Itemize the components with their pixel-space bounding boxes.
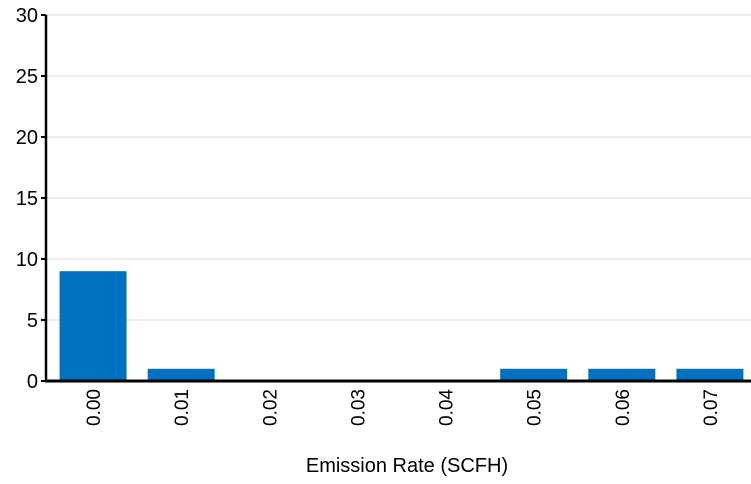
x-tick-label: 0.05 bbox=[525, 389, 546, 426]
y-tick-label: 0 bbox=[27, 371, 38, 393]
bars bbox=[59, 271, 744, 381]
y-tick-label: 15 bbox=[16, 188, 38, 210]
y-tick-label: 10 bbox=[16, 249, 38, 271]
axes bbox=[41, 14, 751, 383]
gridlines bbox=[46, 14, 751, 321]
y-tick-label: 30 bbox=[16, 5, 38, 27]
bar bbox=[588, 368, 656, 381]
x-tick-label: 0.01 bbox=[172, 389, 193, 426]
x-tick-label: 0.03 bbox=[348, 389, 369, 426]
x-tick-label: 0.02 bbox=[260, 389, 281, 426]
x-axis-title: Emission Rate (SCFH) bbox=[306, 455, 508, 477]
x-tick-label: 0.07 bbox=[701, 389, 722, 426]
x-tick-labels: 0.00 0.01 0.02 0.03 0.04 0.05 0.06 0.07 bbox=[84, 389, 722, 426]
y-tick-labels: 0 5 10 15 20 25 30 bbox=[16, 5, 38, 393]
y-tick-label: 20 bbox=[16, 127, 38, 149]
bar bbox=[500, 368, 568, 381]
x-tick-label: 0.04 bbox=[437, 389, 458, 426]
bar bbox=[147, 368, 215, 381]
y-tick-label: 25 bbox=[16, 66, 38, 88]
bar bbox=[59, 271, 127, 381]
x-tick-label: 0.00 bbox=[84, 389, 105, 426]
y-tick-label: 5 bbox=[27, 310, 38, 332]
x-tick-label: 0.06 bbox=[613, 389, 634, 426]
bar bbox=[676, 368, 744, 381]
